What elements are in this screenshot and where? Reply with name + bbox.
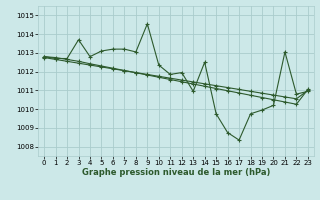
X-axis label: Graphe pression niveau de la mer (hPa): Graphe pression niveau de la mer (hPa) bbox=[82, 168, 270, 177]
